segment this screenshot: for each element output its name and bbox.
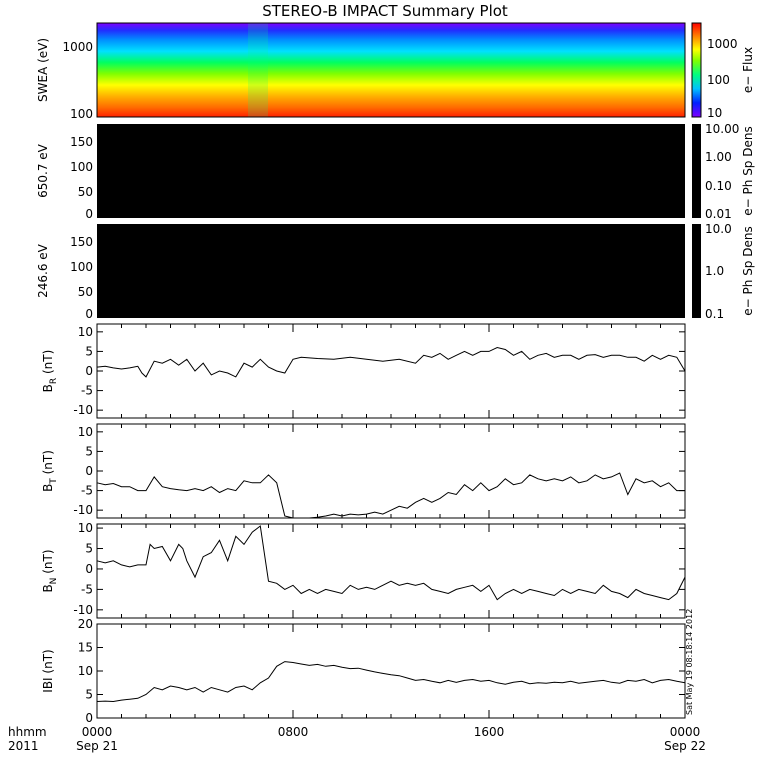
timestamp: Sat May 19 08:18:14 2012 xyxy=(685,609,694,715)
y-tick-label: 5 xyxy=(85,688,93,702)
y-tick-label: 0 xyxy=(85,562,93,576)
p650-ylabel: 650.7 eV xyxy=(36,143,50,198)
x-tick-label: 0000 xyxy=(670,725,701,739)
panel-246eV: 246.6 eV 150 100 50 0 10.0 1.0 0.1 e− Ph… xyxy=(36,222,755,321)
p246-ytick: 100 xyxy=(70,260,93,274)
series-line xyxy=(96,346,686,378)
p246-ytick: 150 xyxy=(70,235,93,249)
p650-colorbar xyxy=(692,124,701,218)
y-tick-label: 0 xyxy=(85,364,93,378)
plot-title: STEREO-B IMPACT Summary Plot xyxy=(262,2,508,20)
panel-frame xyxy=(96,523,686,619)
y-tick-label: 15 xyxy=(78,641,93,655)
y-axis-label: BT (nT) xyxy=(41,450,59,492)
line-panel: 10 5 0 -5 -10 BR (nT) xyxy=(41,323,686,419)
swea-ylabel: SWEA (eV) xyxy=(36,38,50,102)
spectrogram-image xyxy=(97,23,685,117)
series-line xyxy=(96,525,686,601)
x-corner-label-hhmm: hhmm xyxy=(8,725,47,739)
swea-cbar-tick-100: 100 xyxy=(707,73,730,87)
p650-cbar-tick: 10.00 xyxy=(705,122,739,136)
swea-cbar-label: e− Flux xyxy=(741,47,755,93)
spectrogram-dip xyxy=(248,23,268,117)
y-tick-label: 0 xyxy=(85,464,93,478)
p246-cbar-label: e− Ph Sp Dens xyxy=(741,226,755,315)
y-tick-label: -5 xyxy=(81,384,93,398)
panel-swea: SWEA (eV) 1000 100 1000 100 10 e− Flux xyxy=(36,22,755,121)
y-tick-label: -10 xyxy=(73,503,93,517)
y-tick-label: 10 xyxy=(78,425,93,439)
y-tick-label: -5 xyxy=(81,484,93,498)
swea-ytick-1000: 1000 xyxy=(62,40,93,54)
x-tick-label: 1600 xyxy=(474,725,505,739)
p650-ytick: 0 xyxy=(85,207,93,221)
p246-cbar-tick: 10.0 xyxy=(705,222,732,236)
y-tick-label: 5 xyxy=(85,444,93,458)
panel-frame xyxy=(96,22,686,118)
p246-cbar-tick: 0.1 xyxy=(705,307,724,321)
p246-cbar-tick: 1.0 xyxy=(705,264,724,278)
x-tick-label: 0000 xyxy=(82,725,113,739)
y-axis-label: BR (nT) xyxy=(41,350,59,393)
panel-frame xyxy=(96,323,686,419)
p246-colorbar xyxy=(692,224,701,318)
y-tick-label: 10 xyxy=(78,325,93,339)
p246-ylabel: 246.6 eV xyxy=(36,243,50,298)
p246-ytick: 0 xyxy=(85,307,93,321)
y-tick-label: -10 xyxy=(73,403,93,417)
panel-black-fill xyxy=(97,224,685,318)
y-tick-label: 10 xyxy=(78,521,93,535)
p650-cbar-label: e− Ph Sp Dens xyxy=(741,126,755,215)
series-line xyxy=(96,472,685,519)
line-panel: 20 15 10 5 0 IBI (nT) xyxy=(41,617,686,725)
magnetic-field-panels: 10 5 0 -5 -10 BR (nT) 10 5 0 -5 -10 BT (nT) 10 5 0 -5 -1… xyxy=(41,323,686,725)
x-corner-label-year: 2011 xyxy=(8,739,39,753)
line-panel: 10 5 0 -5 -10 BN (nT) xyxy=(41,521,686,619)
panel-650eV: 650.7 eV 150 100 50 0 10.00 1.00 0.10 0.… xyxy=(36,122,755,221)
panel-frame xyxy=(96,623,686,719)
y-tick-label: 5 xyxy=(85,542,93,556)
x-tick-label: 0800 xyxy=(278,725,309,739)
y-axis-label: BN (nT) xyxy=(41,549,59,592)
x-tick-date: Sep 22 xyxy=(664,739,706,753)
swea-cbar-tick-1000: 1000 xyxy=(707,37,738,51)
x-tick-date: Sep 21 xyxy=(76,739,118,753)
y-tick-label: 10 xyxy=(78,664,93,678)
swea-ytick-100: 100 xyxy=(70,107,93,121)
line-panel: 10 5 0 -5 -10 BT (nT) xyxy=(41,423,686,519)
y-axis-label: IBI (nT) xyxy=(41,649,55,692)
p650-cbar-tick: 1.00 xyxy=(705,150,732,164)
p650-cbar-tick: 0.01 xyxy=(705,207,732,221)
p650-ytick: 50 xyxy=(78,185,93,199)
p246-ytick: 50 xyxy=(78,285,93,299)
panel-frame xyxy=(96,423,686,519)
y-tick-label: 0 xyxy=(85,711,93,725)
swea-colorbar xyxy=(691,22,702,118)
y-tick-label: 5 xyxy=(85,344,93,358)
panel-black-fill xyxy=(97,124,685,218)
y-tick-label: 20 xyxy=(78,617,93,631)
y-tick-label: -5 xyxy=(81,582,93,596)
p650-ytick: 100 xyxy=(70,160,93,174)
y-tick-label: -10 xyxy=(73,603,93,617)
swea-cbar-tick-10: 10 xyxy=(707,106,722,120)
p650-cbar-tick: 0.10 xyxy=(705,179,732,193)
series-line xyxy=(96,661,686,703)
p650-ytick: 150 xyxy=(70,135,93,149)
